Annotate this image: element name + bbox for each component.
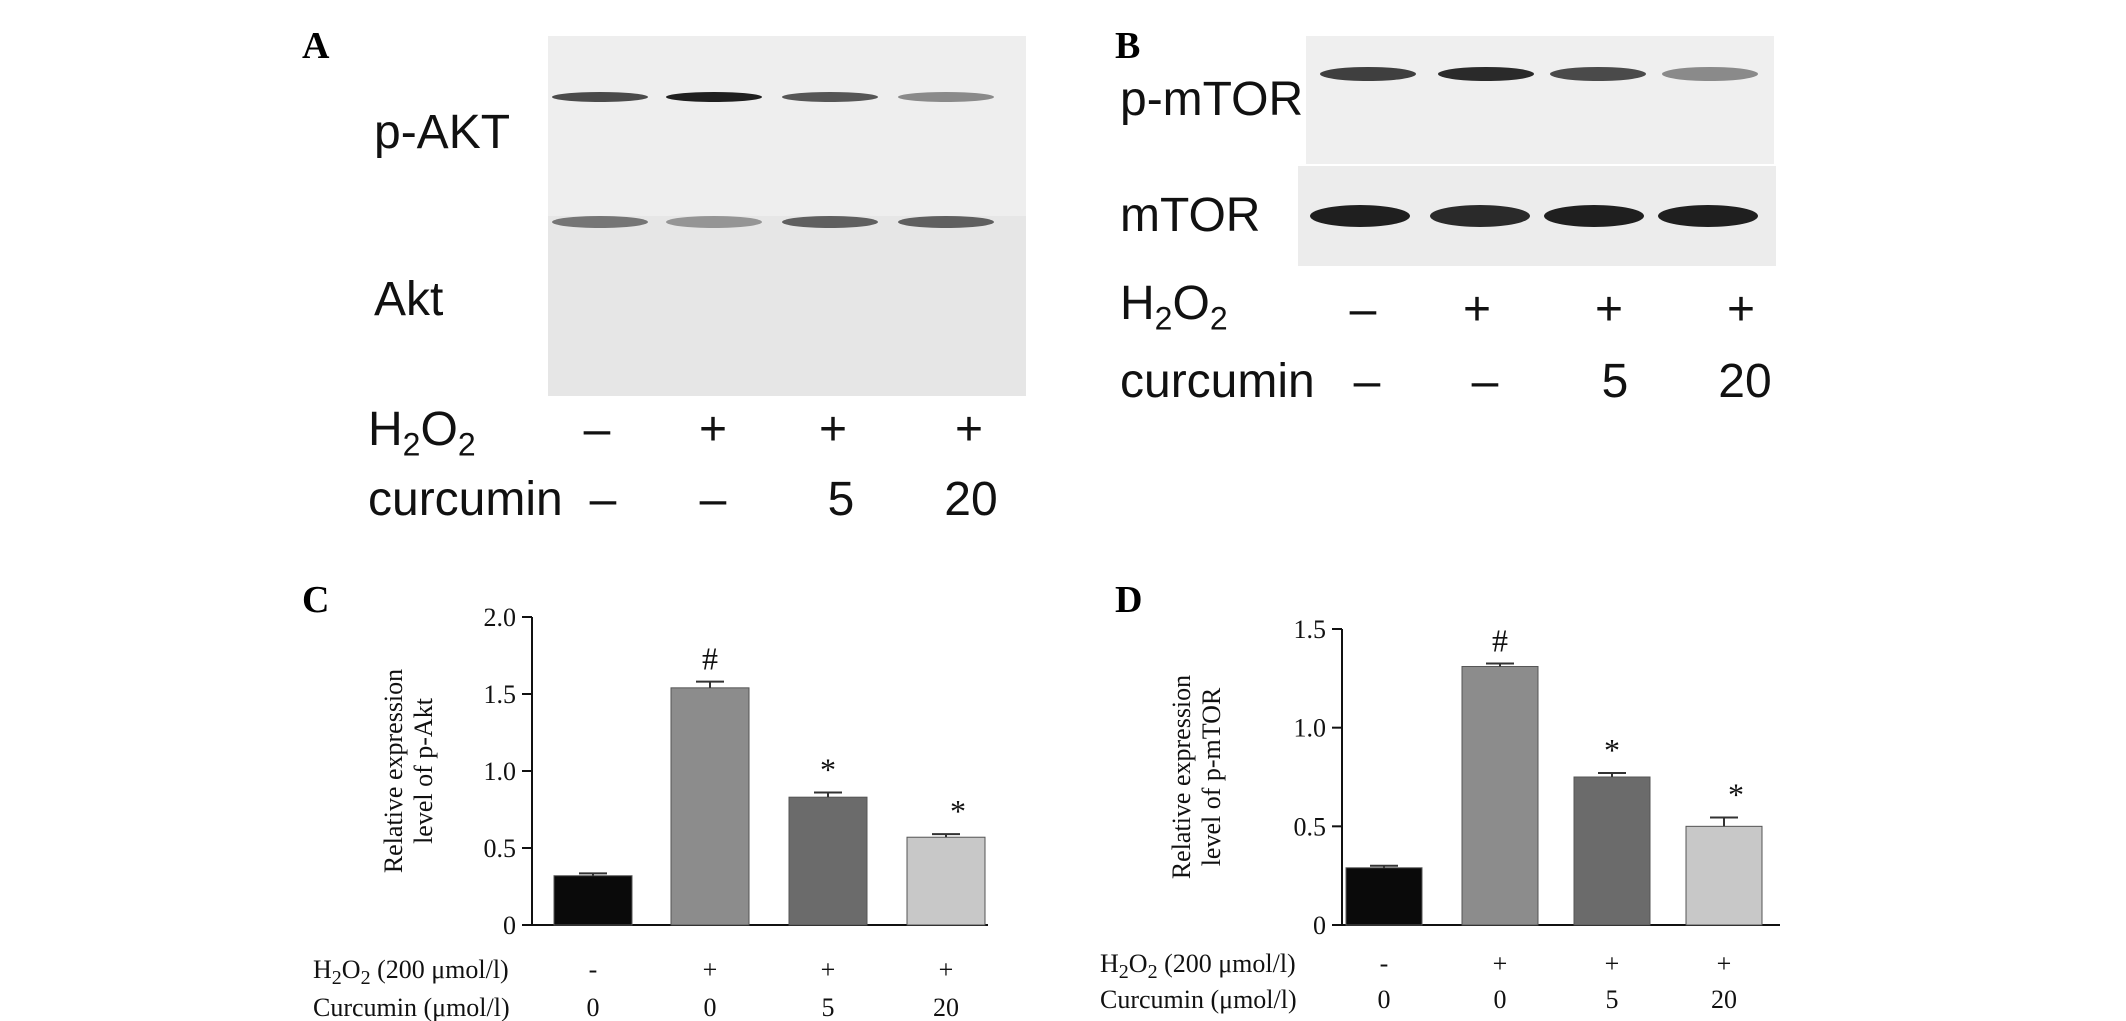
panel-c-h2o2-value-4: +	[939, 955, 954, 984]
panel-a-letter: A	[302, 25, 330, 67]
panel-d-bar-4	[1685, 825, 1763, 926]
panel-d-curcumin-value-3: 5	[1606, 985, 1619, 1014]
panel-a-h2o2-lane-1: –	[583, 403, 611, 456]
panel-b-mtor-band-lane-1	[1310, 205, 1410, 227]
panel-d-y-label-line-1: Relative expression	[1167, 675, 1196, 879]
panel-c-h2o2-row-label: H2O2 (200 μmol/l)	[313, 955, 509, 989]
panel-c-y-tick-label: 0	[503, 911, 516, 940]
panel-b-p-mtor-band-lane-4	[1662, 67, 1758, 81]
panel-b-blot-bottom	[1310, 205, 1758, 227]
panel-d-significance-2: #	[1492, 623, 1508, 659]
panel-d-h2o2-value-1: -	[1380, 949, 1389, 978]
panel-c-h2o2-value-2: +	[703, 955, 718, 984]
panel-d-bar-2	[1461, 665, 1539, 926]
panel-b-h2o2-lane-1: –	[1349, 283, 1377, 336]
panel-a-p-akt-band-lane-2	[666, 92, 762, 102]
panel-c-y-tick-label: 1.5	[484, 680, 517, 709]
panel-d-y-tick-label: 0	[1313, 911, 1326, 940]
panel-a-band-label-akt: Akt	[374, 273, 444, 326]
panel-c-curcumin-value-1: 0	[587, 993, 600, 1021]
panel-c-y-label-line-1: Relative expression	[379, 669, 408, 873]
panel-a-curcumin-label: curcumin	[368, 473, 563, 526]
panel-b-p-mtor-band-lane-2	[1438, 67, 1534, 81]
panel-d-h2o2-row-label: H2O2 (200 μmol/l)	[1100, 949, 1296, 983]
panel-a-p-akt-band-lane-3	[782, 92, 878, 102]
panel-a-p-akt-band-lane-4	[898, 92, 994, 102]
panel-b-blot-top	[1320, 67, 1758, 81]
panel-c-h2o2-value-1: -	[589, 955, 598, 984]
panel-d-curcumin-row-label: Curcumin (μmol/l)	[1100, 985, 1297, 1014]
panel-c-significance-2: #	[702, 641, 718, 677]
panel-c-y-tick-label: 0.5	[484, 834, 517, 863]
panel-b-curcumin-lane-1: –	[1353, 355, 1381, 408]
panel-a-blot-membrane	[548, 36, 1026, 396]
panel-b-p-mtor-band-lane-1	[1320, 67, 1416, 81]
panel-b-curcumin-label: curcumin	[1120, 355, 1315, 408]
panel-d-curcumin-value-4: 20	[1711, 985, 1737, 1014]
panel-b-band-label-mtor: mTOR	[1120, 189, 1261, 242]
panel-b-h2o2-lane-3: +	[1594, 283, 1624, 336]
panel-c-curcumin-value-2: 0	[704, 993, 717, 1021]
panel-d-significance-4: *	[1728, 776, 1744, 812]
panel-d-y-tick-label: 1.5	[1294, 615, 1327, 644]
panel-d-curcumin-value-1: 0	[1378, 985, 1391, 1014]
panel-a-akt-band-lane-2	[666, 216, 762, 228]
panel-c-curcumin-value-4: 20	[933, 993, 959, 1021]
panel-b-h2o2-lane-4: +	[1726, 283, 1756, 336]
panel-b-p-mtor-band-lane-3	[1550, 67, 1646, 81]
panel-d-y-tick-label: 1.0	[1294, 714, 1327, 743]
panel-c-curcumin-value-3: 5	[822, 993, 835, 1021]
panel-a-h2o2-label: H2O2	[368, 403, 476, 463]
panel-a-akt-band-lane-4	[898, 216, 994, 228]
panel-c-letter: C	[302, 579, 330, 621]
panel-d-curcumin-value-2: 0	[1494, 985, 1507, 1014]
panel-c-bar-2	[670, 687, 750, 926]
panel-a-curcumin-lane-4: 20	[944, 473, 998, 526]
panel-b-curcumin-lane-2: –	[1471, 355, 1499, 408]
panel-b-h2o2-label: H2O2	[1120, 277, 1228, 337]
panel-c-bar-1	[553, 875, 633, 926]
panel-c-y-tick-label: 2.0	[484, 603, 517, 632]
panel-b-curcumin-lane-4: 20	[1718, 355, 1772, 408]
panel-c-chart: 0 0.5 1.0 1.5 2.0 Relative expression level of…	[313, 603, 988, 1021]
panel-b-curcumin-lane-3: 5	[1601, 355, 1629, 408]
panel-a-curcumin-lane-2: –	[699, 473, 727, 526]
panel-a-p-akt-band-lane-1	[552, 92, 648, 102]
panel-b-h2o2-lane-2: +	[1462, 283, 1492, 336]
panel-b-band-label-p-mtor: p-mTOR	[1120, 73, 1304, 126]
panel-d-significance-3: *	[1604, 732, 1620, 768]
panel-d-h2o2-value-3: +	[1605, 949, 1620, 978]
panel-a-blot	[548, 36, 1026, 396]
panel-a-h2o2-lane-2: +	[698, 403, 728, 456]
panel-a-h2o2-lane-4: +	[954, 403, 984, 456]
panel-a-curcumin-lane-3: 5	[827, 473, 855, 526]
panel-c-h2o2-value-3: +	[821, 955, 836, 984]
panel-d-h2o2-value-4: +	[1717, 949, 1732, 978]
panel-b-mtor-band-lane-2	[1430, 205, 1530, 227]
panel-a-akt-band-lane-1	[552, 216, 648, 228]
panel-d-letter: D	[1115, 579, 1143, 621]
panel-b-letter: B	[1115, 25, 1141, 67]
panel-b-blot-bottom-membrane	[1298, 166, 1776, 266]
panel-d-y-label-line-2: level of p-mTOR	[1197, 687, 1226, 866]
panel-d-h2o2-value-2: +	[1493, 949, 1508, 978]
panel-c-bar-3	[788, 796, 868, 926]
panel-c-curcumin-row-label: Curcumin (μmol/l)	[313, 993, 510, 1021]
panel-b-blot-top-membrane	[1306, 36, 1774, 164]
panel-c-significance-3: *	[820, 752, 836, 788]
panel-d-bar-1	[1345, 867, 1423, 926]
panel-d-y-tick-label: 0.5	[1294, 812, 1327, 841]
panel-a-h2o2-lane-3: +	[818, 403, 848, 456]
panel-a-curcumin-lane-1: –	[589, 473, 617, 526]
panel-b-mtor-band-lane-3	[1544, 205, 1644, 227]
panel-c-significance-4: *	[950, 793, 966, 829]
panel-c-bar-4	[906, 836, 986, 926]
panel-c-y-tick-label: 1.0	[484, 757, 517, 786]
panel-a-akt-band-lane-3	[782, 216, 878, 228]
panel-a-band-label-p-akt: p-AKT	[374, 106, 511, 159]
panel-b-mtor-band-lane-4	[1658, 205, 1758, 227]
panel-d-chart: 0 0.5 1.0 1.5 Relative expression level of p-…	[1100, 615, 1780, 1014]
panel-c-y-label-line-2: level of p-Akt	[409, 697, 438, 844]
panel-d-bar-3	[1573, 776, 1651, 926]
